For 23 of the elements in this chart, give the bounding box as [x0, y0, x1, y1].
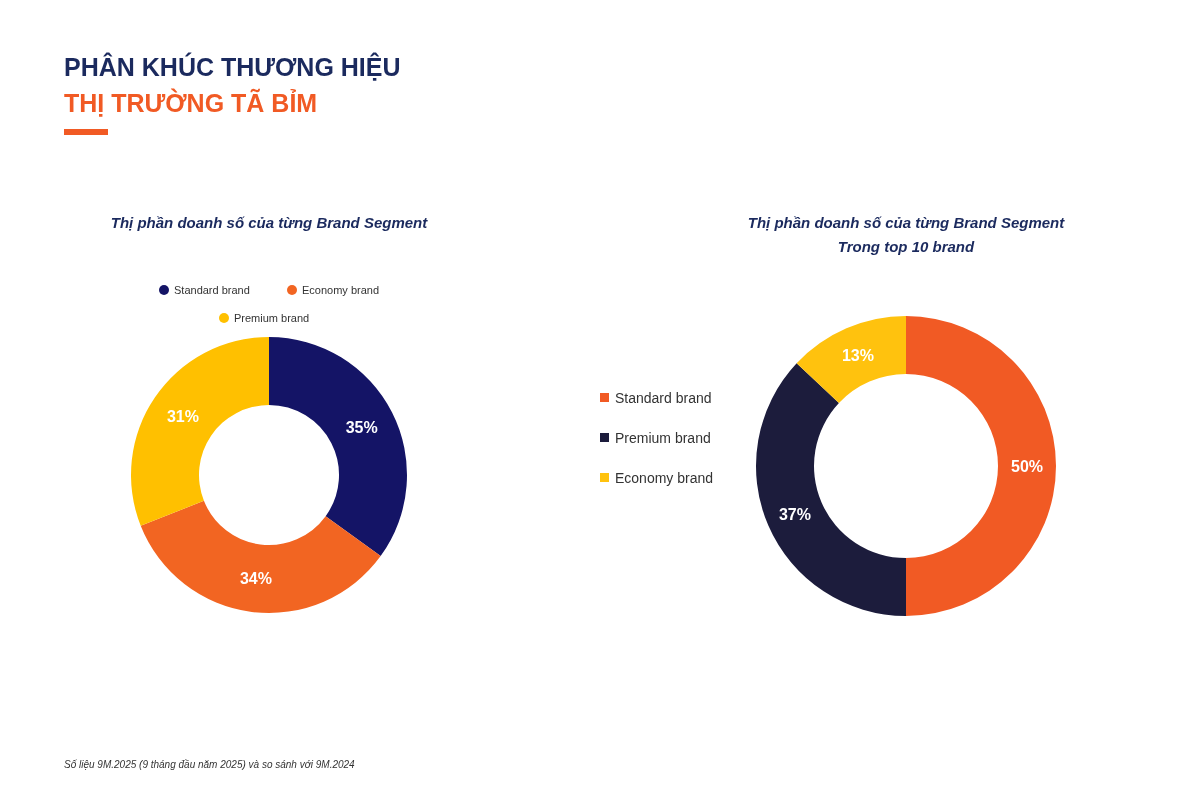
data-label: 50%	[1010, 457, 1044, 475]
data-label: 31%	[166, 408, 199, 426]
legend-label: Premium brand	[615, 430, 711, 446]
donut-slice	[140, 500, 381, 613]
data-label: 34%	[239, 569, 272, 587]
donut-slice	[796, 316, 906, 404]
text: PHÂN KHÚC THƯƠNG HIỆU	[64, 52, 401, 81]
donut-slice	[906, 316, 1056, 616]
data-label: 37%	[778, 505, 811, 523]
text: THỊ TRƯỜNG TÃ BỈM	[64, 88, 318, 117]
legend-label: Standard brand	[174, 284, 250, 296]
donut-slice	[756, 363, 906, 616]
data-label: 35%	[345, 419, 378, 437]
chart-title: Thị phần doanh số của từng Brand Segment	[110, 214, 429, 231]
data-label: 13%	[841, 346, 874, 364]
donut-slice	[131, 337, 269, 526]
donut-slice	[269, 337, 407, 557]
chart-title: Thị phần doanh số của từng Brand Segment Trong top 10 brand	[747, 214, 1066, 255]
legend-label: Economy brand	[615, 470, 714, 486]
legend-label: Economy brand	[302, 284, 380, 296]
text: Số liệu 9M.2025 (9 tháng đầu năm 2025) và so sánh với 9M.2024	[64, 759, 356, 770]
legend-label: Premium brand	[234, 312, 310, 324]
legend-label: Standard brand	[615, 390, 712, 406]
